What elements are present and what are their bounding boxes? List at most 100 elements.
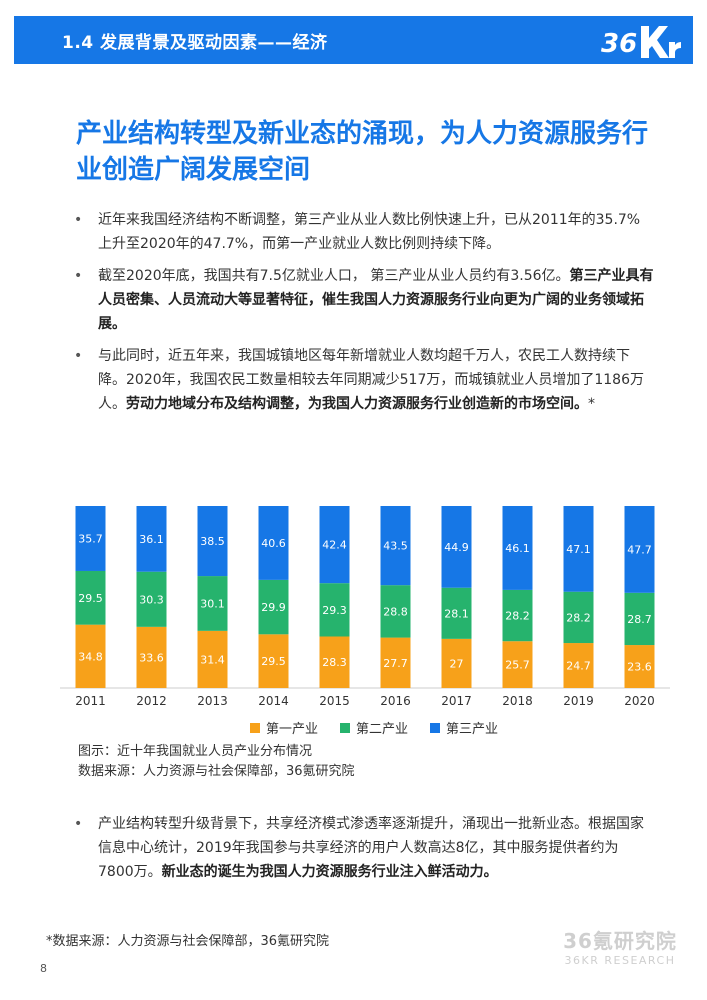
- data-label: 29.5: [261, 655, 286, 668]
- page-number: 8: [40, 962, 47, 975]
- bullet-list: 近年来我国经济结构不断调整，第三产业从业人数比例快速上升，已从2011年的35.…: [74, 208, 654, 424]
- x-tick-label: 2013: [197, 694, 228, 708]
- bar-segment: [319, 583, 350, 637]
- employment-structure-chart: 34.8 29.5 35.7 2011 33.6 30.3 36.1 2012 31.4 30.1…: [60, 496, 670, 716]
- bar-segment: [563, 643, 594, 688]
- bar-segment: [136, 506, 167, 572]
- data-label: 47.7: [627, 543, 652, 556]
- bar-segment: [441, 587, 472, 639]
- chart-caption: 图示：近十年我国就业人员产业分布情况 数据来源：人力资源与社会保障部，36氪研究…: [78, 742, 355, 782]
- legend-item-primary: 第一产业: [250, 718, 318, 737]
- bar-segment: [380, 585, 411, 638]
- bullet-bold-text: 劳动力地域分布及结构调整，为我国人力资源服务行业创造新的市场空间。: [126, 396, 588, 412]
- bullet-item: 产业结构转型升级背景下，共享经济模式渗透率逐渐提升，涌现出一批新业态。根据国家信…: [74, 812, 654, 884]
- data-label: 28.1: [444, 607, 469, 620]
- svg-text:36: 36: [601, 29, 637, 59]
- data-label: 40.6: [261, 537, 286, 550]
- data-label: 29.5: [78, 592, 103, 605]
- page-header: 1.4 发展背景及驱动因素——经济 36: [14, 16, 693, 64]
- bar-segment: [380, 506, 411, 586]
- bullet-text: 产业结构转型升级背景下，共享经济模式渗透率逐渐提升，涌现出一批新业态。根据国家信…: [98, 816, 644, 880]
- data-label: 27: [450, 657, 464, 670]
- data-label: 25.7: [505, 659, 530, 672]
- bar-segment: [441, 638, 472, 688]
- 36kr-logo-icon: 36: [601, 26, 681, 59]
- data-label: 31.4: [200, 653, 225, 666]
- x-tick-label: 2015: [319, 694, 350, 708]
- x-tick-label: 2011: [75, 694, 106, 708]
- caption-figure: 图示：近十年我国就业人员产业分布情况: [78, 744, 313, 759]
- bullet-asterisk: *: [588, 396, 595, 412]
- bullet-bold-text: 第三产业具有人员密集、人员流动大等显著特征，催生我国人力资源服务行业向更为广阔的…: [98, 268, 654, 332]
- legend-item-tertiary: 第三产业: [430, 718, 498, 737]
- data-label: 28.7: [627, 613, 652, 626]
- legend-swatch: [340, 722, 351, 733]
- data-label: 29.3: [322, 604, 347, 617]
- x-tick-label: 2020: [624, 694, 655, 708]
- data-label: 42.4: [322, 539, 347, 552]
- data-label: 30.3: [139, 593, 164, 606]
- data-label: 43.5: [383, 540, 408, 553]
- legend-item-secondary: 第二产业: [340, 718, 408, 737]
- chart-legend: 第一产业 第二产业 第三产业: [250, 718, 498, 737]
- bar-segment: [197, 576, 228, 631]
- bar-segment: [441, 506, 472, 588]
- data-label: 44.9: [444, 541, 469, 554]
- data-label: 38.5: [200, 535, 225, 548]
- data-label: 27.7: [383, 657, 408, 670]
- bar-segment: [319, 636, 350, 688]
- data-label: 28.2: [505, 610, 530, 623]
- bar-segment: [258, 634, 289, 688]
- bar-segment: [136, 626, 167, 688]
- bullet-item: 近年来我国经济结构不断调整，第三产业从业人数比例快速上升，已从2011年的35.…: [74, 208, 654, 256]
- legend-swatch: [250, 722, 260, 733]
- data-label: 46.1: [505, 542, 530, 555]
- data-label: 23.6: [627, 661, 652, 674]
- bullet-text: 与此同时，近五年来，我国城镇地区每年新增就业人数均超千万人，农民工人数持续下降。…: [98, 348, 644, 412]
- bullet-item: 截至2020年底，我国共有7.5亿就业人口， 第三产业从业人员约有3.56亿。第…: [74, 264, 654, 336]
- watermark-en: 36KR RESEARCH: [564, 954, 676, 967]
- bar-segment: [624, 506, 655, 593]
- data-label: 33.6: [139, 651, 164, 664]
- bullet-list-2: 产业结构转型升级背景下，共享经济模式渗透率逐渐提升，涌现出一批新业态。根据国家信…: [74, 812, 654, 892]
- x-tick-label: 2019: [563, 694, 594, 708]
- bar-segment: [624, 592, 655, 646]
- bar-segment: [258, 579, 289, 635]
- caption-source: 数据来源：人力资源与社会保障部，36氪研究院: [78, 764, 355, 779]
- bar-segment: [502, 641, 533, 688]
- bar-segment: [197, 506, 228, 577]
- data-label: 28.3: [322, 656, 347, 669]
- bar-segment: [563, 591, 594, 644]
- watermark: 36氪研究院 36KR RESEARCH: [555, 925, 685, 967]
- watermark-cn: 36氪研究院: [563, 929, 677, 953]
- bar-segment: [380, 637, 411, 688]
- stacked-bar-chart: 34.8 29.5 35.7 2011 33.6 30.3 36.1 2012 31.4 30.1…: [60, 506, 670, 708]
- bar-segment: [502, 506, 533, 590]
- x-tick-label: 2017: [441, 694, 472, 708]
- bullet-text: 截至2020年底，我国共有7.5亿就业人口， 第三产业从业人员约有3.56亿。: [98, 268, 570, 284]
- bullet-bold-text: 新业态的诞生为我国人力资源服务行业注入鲜活动力。: [161, 864, 498, 880]
- x-tick-label: 2018: [502, 694, 533, 708]
- bar-segment: [197, 630, 228, 688]
- data-label: 34.8: [78, 650, 103, 663]
- bar-segment: [624, 645, 655, 688]
- bar-segment: [319, 506, 350, 584]
- legend-label: 第二产业: [356, 722, 409, 737]
- x-tick-label: 2014: [258, 694, 289, 708]
- bar-segment: [502, 589, 533, 642]
- data-label: 35.7: [78, 532, 103, 545]
- data-label: 36.1: [139, 533, 164, 546]
- main-title: 产业结构转型及新业态的涌现，为人力资源服务行业创造广阔发展空间: [76, 119, 649, 185]
- bullet-item: 与此同时，近五年来，我国城镇地区每年新增就业人数均超千万人，农民工人数持续下降。…: [74, 344, 654, 416]
- bar-segment: [75, 624, 106, 688]
- data-label: 24.7: [566, 660, 591, 673]
- bar-segment: [75, 570, 106, 625]
- legend-label: 第三产业: [446, 722, 499, 737]
- bar-segment: [136, 571, 167, 627]
- x-tick-label: 2016: [380, 694, 411, 708]
- data-label: 47.1: [566, 543, 591, 556]
- legend-label: 第一产业: [266, 722, 319, 737]
- data-label: 28.2: [566, 611, 591, 624]
- bar-segment: [258, 506, 289, 580]
- brand-logo: 36: [597, 22, 683, 62]
